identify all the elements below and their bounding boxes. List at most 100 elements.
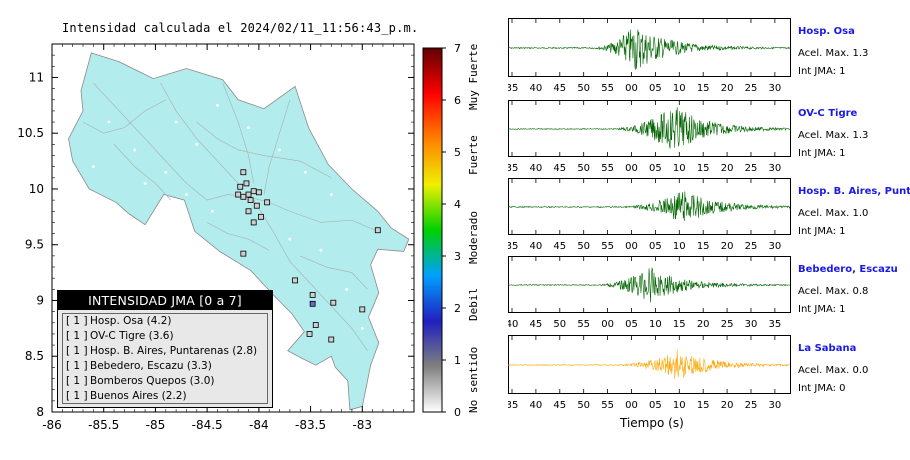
time-tick-label: 55 <box>601 241 614 252</box>
map-border-line <box>263 99 291 195</box>
waveform-trace <box>508 29 791 70</box>
time-tick-label: 20 <box>721 163 734 174</box>
station-marker <box>264 199 271 206</box>
waveform-frame <box>508 256 791 313</box>
scale-word-debil: Debil <box>467 287 480 321</box>
city-dot <box>133 148 137 152</box>
scale-word-no-sentido: No sentido <box>467 346 480 413</box>
station-name: Hosp. Osa <box>798 26 855 37</box>
station-marker <box>330 299 337 306</box>
time-tick-label: 45 <box>553 241 566 252</box>
station-marker <box>309 292 316 298</box>
city-dot <box>195 142 199 146</box>
x-tick-label: -83.5 <box>295 418 326 432</box>
map-frame <box>51 43 415 413</box>
time-tick-label: 15 <box>697 400 710 411</box>
time-tick-label: 35 <box>508 241 518 252</box>
station-marker <box>243 180 250 187</box>
city-dot <box>278 148 281 152</box>
station-int-jma: Int JMA: 0 <box>798 383 846 394</box>
city-dot <box>174 120 178 124</box>
city-dot <box>247 126 250 130</box>
station-marker <box>309 300 316 307</box>
time-tick-label: 50 <box>553 319 566 330</box>
station-marker <box>328 336 335 343</box>
city-dot <box>185 193 188 196</box>
time-tick-label: 40 <box>530 241 543 252</box>
station-acel-max: Acel. Max. 0.0 <box>798 365 869 376</box>
station-marker <box>253 202 260 209</box>
y-tick-label: 10.5 <box>17 126 44 140</box>
legend-list: [ 1 ] Hosp. Osa (4.2) [ 1 ] OV-C Tigre (3.… <box>62 313 268 404</box>
time-tick-label: 00 <box>625 241 638 252</box>
city-dot <box>319 248 323 252</box>
time-tick-label: 50 <box>577 83 590 94</box>
station-int-jma: Int JMA: 1 <box>798 226 846 237</box>
time-tick-label: 35 <box>508 400 518 411</box>
time-tick-label: 45 <box>553 83 566 94</box>
station-name: OV-C Tigre <box>798 108 858 119</box>
map-border-line <box>300 255 368 290</box>
time-tick-label: 50 <box>577 400 590 411</box>
time-tick-label: 45 <box>553 163 566 174</box>
x-tick-label: -85.5 <box>88 418 119 432</box>
legend-item: [ 1 ] Bebedero, Escazu (3.3) <box>66 360 212 372</box>
legend-item: [ 1 ] Buenos Aires (2.2) <box>66 390 187 402</box>
station-name: La Sabana <box>798 343 857 354</box>
time-tick-label: 55 <box>601 400 614 411</box>
time-tick-label: 00 <box>625 163 638 174</box>
time-tick-label: 10 <box>649 319 662 330</box>
time-tick-label: 40 <box>530 83 543 94</box>
station-marker <box>245 208 252 215</box>
station-name: Bebedero, Escazu <box>798 264 898 275</box>
city-dot <box>164 170 168 174</box>
x-tick-label: -85 <box>146 418 166 432</box>
station-marker <box>258 213 264 220</box>
time-tick-label: 55 <box>577 319 590 330</box>
station-marker <box>247 197 254 204</box>
time-tick-label: 15 <box>697 83 710 94</box>
time-tick-label: 25 <box>745 83 758 94</box>
waveform-trace <box>508 267 791 303</box>
time-axis-label: Tiempo (s) <box>620 416 684 430</box>
station-acel-max: Acel. Max. 1.3 <box>798 130 869 141</box>
station-int-jma: Int JMA: 1 <box>798 304 846 315</box>
map-border-line <box>82 99 166 134</box>
waveform-plot: 35 40 45 50 55 00 05 10 15 20 25 30 <box>508 18 791 94</box>
city-dot <box>91 165 95 169</box>
station-marker <box>240 193 247 200</box>
y-tick-label: 8.5 <box>25 349 44 363</box>
time-tick-label: 50 <box>577 163 590 174</box>
map-border-line <box>206 222 270 251</box>
station-int-jma: Int JMA: 1 <box>798 66 846 77</box>
y-tick-label: 8 <box>36 405 44 419</box>
time-tick-label: 20 <box>721 241 734 252</box>
time-tick-label: 35 <box>769 319 782 330</box>
time-tick-label: 40 <box>530 163 543 174</box>
time-tick-label: 45 <box>553 400 566 411</box>
scale-word-fuerte: Fuerte <box>467 135 480 175</box>
waveform-plot: 35 40 45 50 55 00 05 10 15 20 25 30 <box>508 100 791 174</box>
station-marker <box>306 331 313 337</box>
station-marker <box>250 219 257 226</box>
y-tick-label: 9.5 <box>25 238 44 252</box>
time-tick-label: 20 <box>697 319 710 330</box>
time-tick-label: 25 <box>721 319 734 330</box>
time-tick-label: 55 <box>601 163 614 174</box>
time-tick-label: 30 <box>769 83 782 94</box>
time-tick-label: 05 <box>649 241 662 252</box>
station-acel-max: Acel. Max. 1.3 <box>798 48 869 59</box>
time-tick-label: 10 <box>673 83 686 94</box>
time-tick-label: 50 <box>577 241 590 252</box>
map-border-line <box>253 199 368 351</box>
station-marker <box>374 227 381 234</box>
city-dot <box>216 103 219 107</box>
scale-word-moderado: Moderado <box>467 211 480 264</box>
station-marker <box>240 250 247 257</box>
time-tick-label: 10 <box>673 241 686 252</box>
time-tick-label: 25 <box>745 163 758 174</box>
legend-item: [ 1 ] Hosp. B. Aires, Puntarenas (2.8) <box>66 345 258 357</box>
station-marker <box>235 191 242 198</box>
time-tick-label: 00 <box>601 319 614 330</box>
station-marker <box>240 169 247 176</box>
